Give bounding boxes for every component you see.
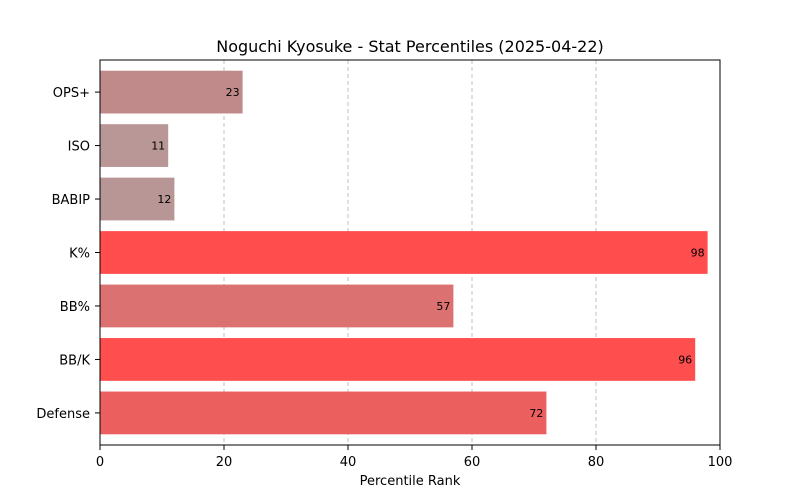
x-tick-label: 60 [464, 455, 481, 470]
data-labels: 23 11 12 98 57 96 72 [151, 86, 704, 420]
data-label: 96 [678, 353, 692, 366]
x-tick-label: 20 [216, 455, 233, 470]
x-axis-label: Percentile Rank [360, 474, 461, 489]
chart-title: Noguchi Kyosuke - Stat Percentiles (2025… [216, 37, 604, 56]
data-label: 12 [157, 193, 171, 206]
bars [100, 70, 708, 435]
y-tick-label: OPS+ [53, 86, 90, 101]
data-label: 57 [436, 300, 450, 313]
y-tick-label: Defense [36, 407, 90, 422]
bar [100, 70, 243, 114]
bar [100, 284, 454, 328]
y-axis: OPS+ ISO BABIP K% BB% BB/K Defense [36, 86, 100, 422]
y-tick-label: ISO [68, 140, 90, 155]
x-tick-label: 80 [588, 455, 605, 470]
bar [100, 231, 708, 274]
y-tick-label: K% [69, 247, 90, 262]
data-label: 11 [151, 140, 165, 153]
y-tick-label: BB% [60, 300, 90, 315]
data-label: 98 [691, 247, 705, 260]
data-label: 23 [226, 86, 240, 99]
x-tick-label: 40 [340, 455, 357, 470]
x-axis: 0 20 40 60 80 100 [96, 445, 733, 470]
bar [100, 124, 169, 167]
y-tick-label: BABIP [52, 193, 91, 208]
bar [100, 338, 696, 381]
bar [100, 391, 547, 435]
x-tick-label: 0 [96, 455, 104, 470]
data-label: 72 [529, 407, 543, 420]
bar [100, 177, 175, 221]
x-tick-label: 100 [708, 455, 733, 470]
y-tick-label: BB/K [59, 353, 90, 368]
